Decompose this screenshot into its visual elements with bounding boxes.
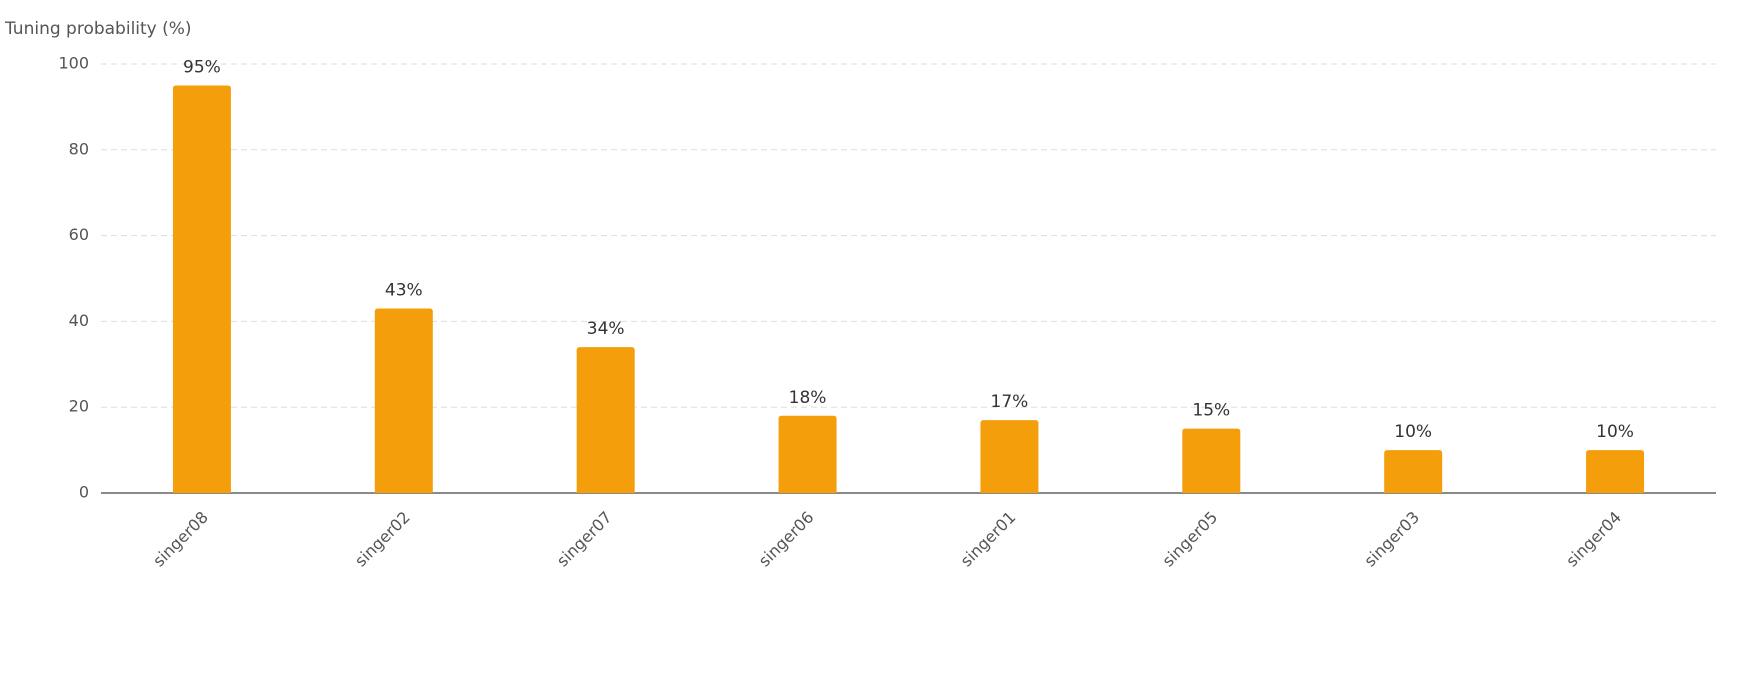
y-tick-label: 60 — [69, 225, 89, 244]
x-tick-label: singer04 — [1562, 508, 1625, 571]
bar — [1182, 428, 1241, 493]
y-tick-label: 0 — [79, 483, 89, 502]
bar — [980, 420, 1039, 493]
x-tick-label: singer05 — [1158, 508, 1221, 571]
y-axis-title: Tuning probability (%) — [4, 19, 192, 39]
bar — [172, 85, 231, 493]
y-tick-label: 20 — [69, 397, 89, 416]
x-tick-label: singer02 — [351, 508, 414, 571]
value-label: 17% — [991, 392, 1029, 412]
x-tick-label: singer08 — [149, 508, 212, 571]
value-label: 34% — [587, 319, 625, 339]
bar — [1586, 450, 1645, 493]
y-tick-label: 100 — [58, 54, 89, 73]
value-label: 43% — [385, 281, 423, 301]
value-label: 10% — [1596, 422, 1634, 442]
x-tick-label: singer07 — [553, 508, 616, 571]
value-label: 10% — [1394, 422, 1432, 442]
bar — [374, 308, 433, 493]
value-label: 95% — [183, 57, 221, 77]
bar — [576, 347, 635, 493]
y-tick-label: 40 — [69, 311, 89, 330]
y-tick-label: 80 — [69, 139, 89, 158]
value-label: 18% — [789, 388, 827, 408]
x-tick-label: singer03 — [1360, 508, 1423, 571]
x-tick-label: singer06 — [755, 508, 818, 571]
bar — [778, 415, 837, 493]
value-label: 15% — [1192, 401, 1230, 421]
x-tick-label: singer01 — [957, 508, 1020, 571]
bar — [1384, 450, 1443, 493]
